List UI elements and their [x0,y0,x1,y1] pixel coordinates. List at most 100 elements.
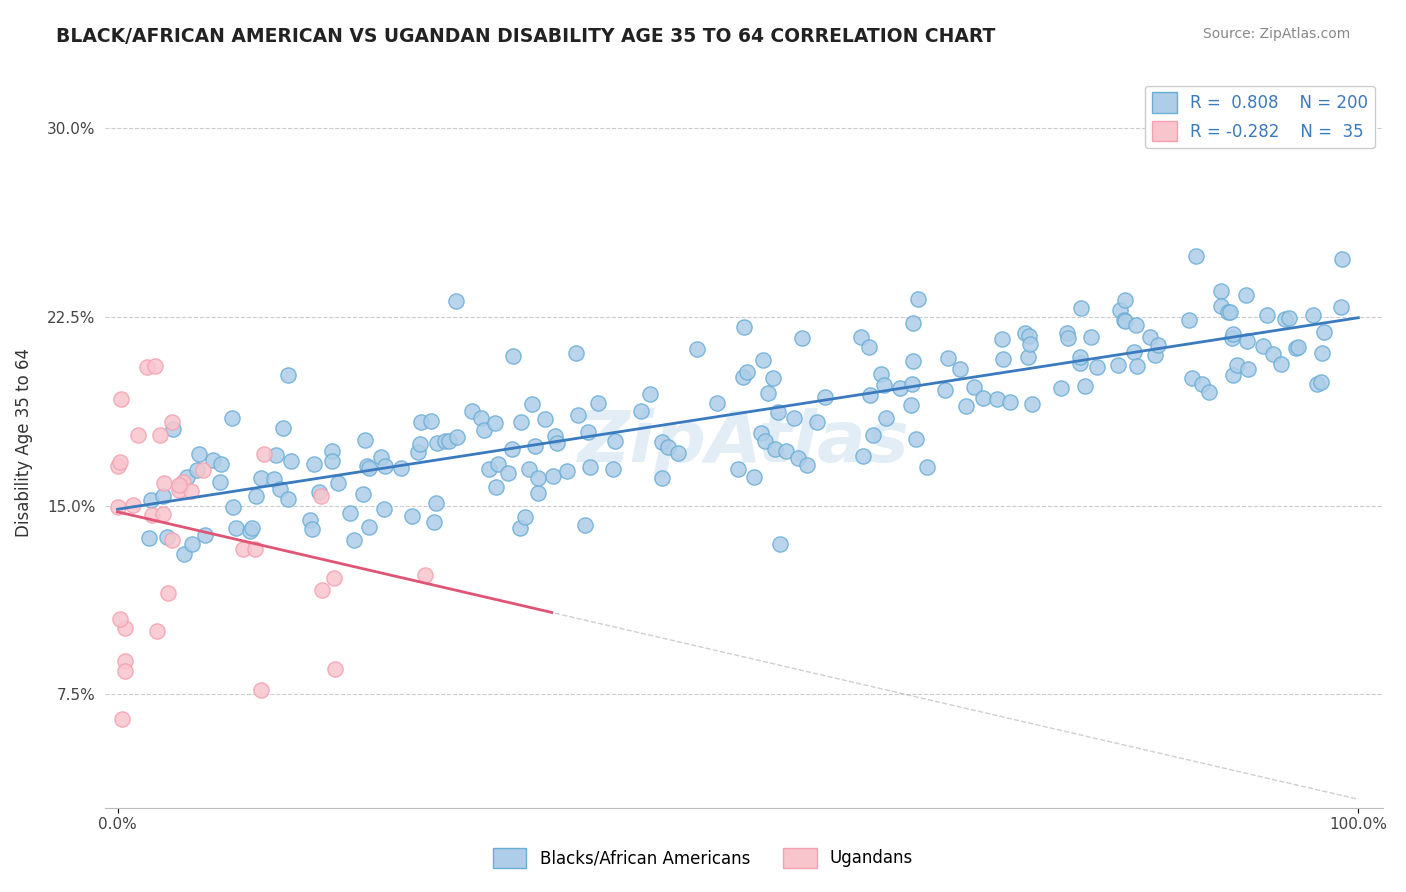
Point [972,391,994,405]
Point [153,476,176,491]
Point [565,346,588,360]
Point [359,460,381,475]
Point [328,475,350,490]
Point [478,462,501,476]
Point [1018,336,1040,351]
Point [420,414,443,428]
Point [524,439,547,453]
Point [509,521,531,535]
Point [156,586,179,600]
Point [470,410,492,425]
Point [277,491,299,506]
Point [114,621,136,635]
Point [875,410,897,425]
Point [527,471,550,485]
Point [783,410,806,425]
Point [239,524,262,538]
Point [1123,345,1146,359]
Point [107,458,129,473]
Point [321,444,343,458]
Point [766,405,789,419]
Point [221,411,243,425]
Point [172,475,194,489]
Point [114,664,136,678]
Point [413,567,436,582]
Point [870,368,893,382]
Point [858,340,880,354]
Point [1125,318,1147,332]
Point [308,485,330,500]
Point [152,507,174,521]
Point [186,463,208,477]
Point [1143,348,1166,362]
Point [852,449,875,463]
Point [122,498,145,512]
Point [486,458,509,472]
Point [111,712,134,726]
Point [849,330,872,344]
Point [309,489,332,503]
Point [1014,326,1036,340]
Point [1270,357,1292,371]
Point [806,415,828,429]
Point [522,397,544,411]
Point [513,510,536,524]
Point [1278,311,1301,326]
Point [1285,342,1308,356]
Point [1191,377,1213,392]
Point [1236,334,1258,349]
Point [114,654,136,668]
Point [180,537,202,551]
Point [1069,356,1091,370]
Point [110,392,132,406]
Point [934,383,956,397]
Point [173,547,195,561]
Point [543,429,565,443]
Point [872,377,894,392]
Point [574,517,596,532]
Point [749,425,772,440]
Point [510,415,533,429]
Legend: R =  0.808    N = 200, R = -0.282    N =  35: R = 0.808 N = 200, R = -0.282 N = 35 [1144,86,1375,148]
Point [754,434,776,449]
Point [567,409,589,423]
Point [301,522,323,536]
Point [243,541,266,556]
Text: BLACK/AFRICAN AMERICAN VS UGANDAN DISABILITY AGE 35 TO 64 CORRELATION CHART: BLACK/AFRICAN AMERICAN VS UGANDAN DISABI… [56,27,995,45]
Point [1114,293,1136,308]
Point [321,454,343,468]
Point [742,470,765,484]
Legend: Blacks/African Americans, Ugandans: Blacks/African Americans, Ugandans [486,841,920,875]
Point [602,462,624,476]
Point [986,392,1008,407]
Point [434,434,457,449]
Point [1274,312,1296,326]
Point [603,434,626,448]
Point [263,472,285,486]
Point [143,359,166,374]
Point [586,396,609,410]
Point [762,371,785,385]
Point [437,434,460,448]
Point [769,537,792,551]
Text: Source: ZipAtlas.com: Source: ZipAtlas.com [1202,27,1350,41]
Point [900,398,922,412]
Point [472,423,495,437]
Point [1237,362,1260,376]
Point [763,442,786,456]
Point [277,368,299,382]
Point [406,445,429,459]
Point [127,428,149,442]
Point [302,457,325,471]
Point [169,478,191,492]
Point [1178,312,1201,326]
Point [322,571,344,585]
Point [501,442,523,456]
Point [152,489,174,503]
Point [1305,377,1327,392]
Point [1056,326,1078,340]
Point [1313,325,1336,339]
Point [422,515,444,529]
Point [517,462,540,476]
Point [253,447,276,461]
